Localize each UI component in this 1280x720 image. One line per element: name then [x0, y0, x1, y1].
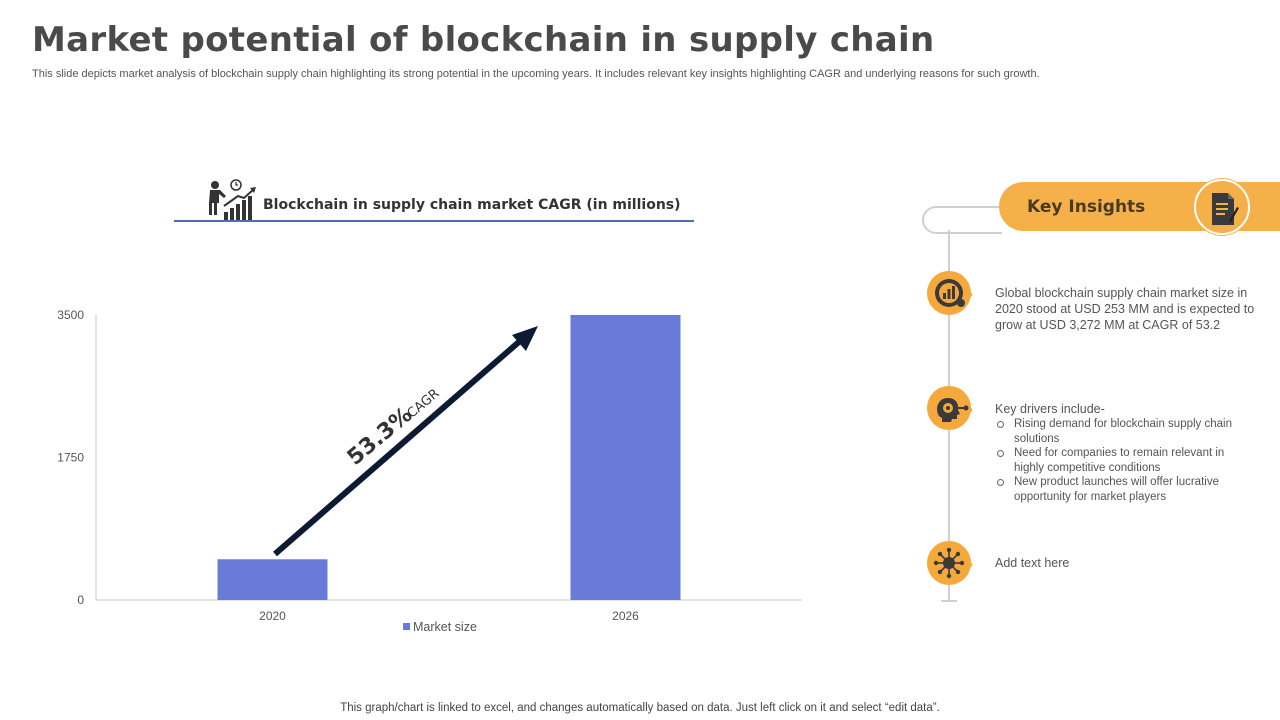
key-insights-banner: Key Insights: [999, 179, 1280, 235]
key-insights-heading: Key Insights: [1027, 197, 1146, 217]
footnote: This graph/chart is linked to excel, and…: [340, 702, 940, 714]
document-pen-icon: [1212, 193, 1239, 225]
legend-label: Market size: [413, 620, 477, 634]
list-item: Need for companies to remain relevant in…: [995, 446, 1255, 475]
chart-header: Blockchain in supply chain market CAGR (…: [174, 176, 694, 222]
brain-gear-icon: [937, 398, 969, 422]
insight-2-bullets: Rising demand for blockchain supply chai…: [995, 417, 1255, 504]
bar-2026: [570, 315, 681, 600]
page-title: Market potential of blockchain in supply…: [32, 20, 935, 60]
insight-text-1: Global blockchain supply chain market si…: [995, 286, 1255, 332]
insight-text-2: Key drivers include- Rising demand for b…: [995, 401, 1255, 504]
chevron-right-icon: ›: [969, 402, 973, 416]
list-item: Rising demand for blockchain supply chai…: [995, 417, 1255, 446]
timeline-end: [941, 600, 957, 602]
page-subtitle: This slide depicts market analysis of bl…: [32, 68, 1040, 80]
chart-title: Blockchain in supply chain market CAGR (…: [263, 197, 681, 213]
growth-presenter-icon: [209, 179, 256, 220]
insight-2-lead: Key drivers include-: [995, 402, 1105, 416]
insight-icon-1: [927, 271, 971, 315]
cagr-arrow-head: [512, 326, 538, 351]
x-tick-label: 2020: [259, 609, 286, 623]
insight-icon-3: [927, 541, 971, 585]
chevron-right-icon: ›: [969, 557, 973, 571]
insight-icon-2: [927, 386, 971, 430]
bar-chart[interactable]: 0 1750 3500 2020 2026 Market size 53.3%CAGR: [0, 290, 840, 650]
list-item: New product launches will offer lucrativ…: [995, 475, 1255, 504]
insight-text-3[interactable]: Add text here: [995, 556, 1070, 570]
network-hub-icon: [933, 547, 965, 579]
legend-swatch: [403, 623, 410, 630]
bar-2020: [217, 559, 328, 600]
key-insights-badge: [1194, 179, 1250, 235]
chevron-right-icon: ›: [969, 287, 973, 301]
timeline-connector: [922, 206, 1002, 234]
y-tick-label: 3500: [57, 308, 84, 322]
y-tick-label: 1750: [57, 451, 84, 465]
cagr-arrow-shaft: [273, 338, 522, 557]
x-tick-label: 2026: [612, 609, 639, 623]
cagr-annotation: 53.3%CAGR: [343, 386, 443, 470]
analytics-chart-icon: [935, 279, 965, 307]
y-tick-label: 0: [77, 593, 84, 607]
